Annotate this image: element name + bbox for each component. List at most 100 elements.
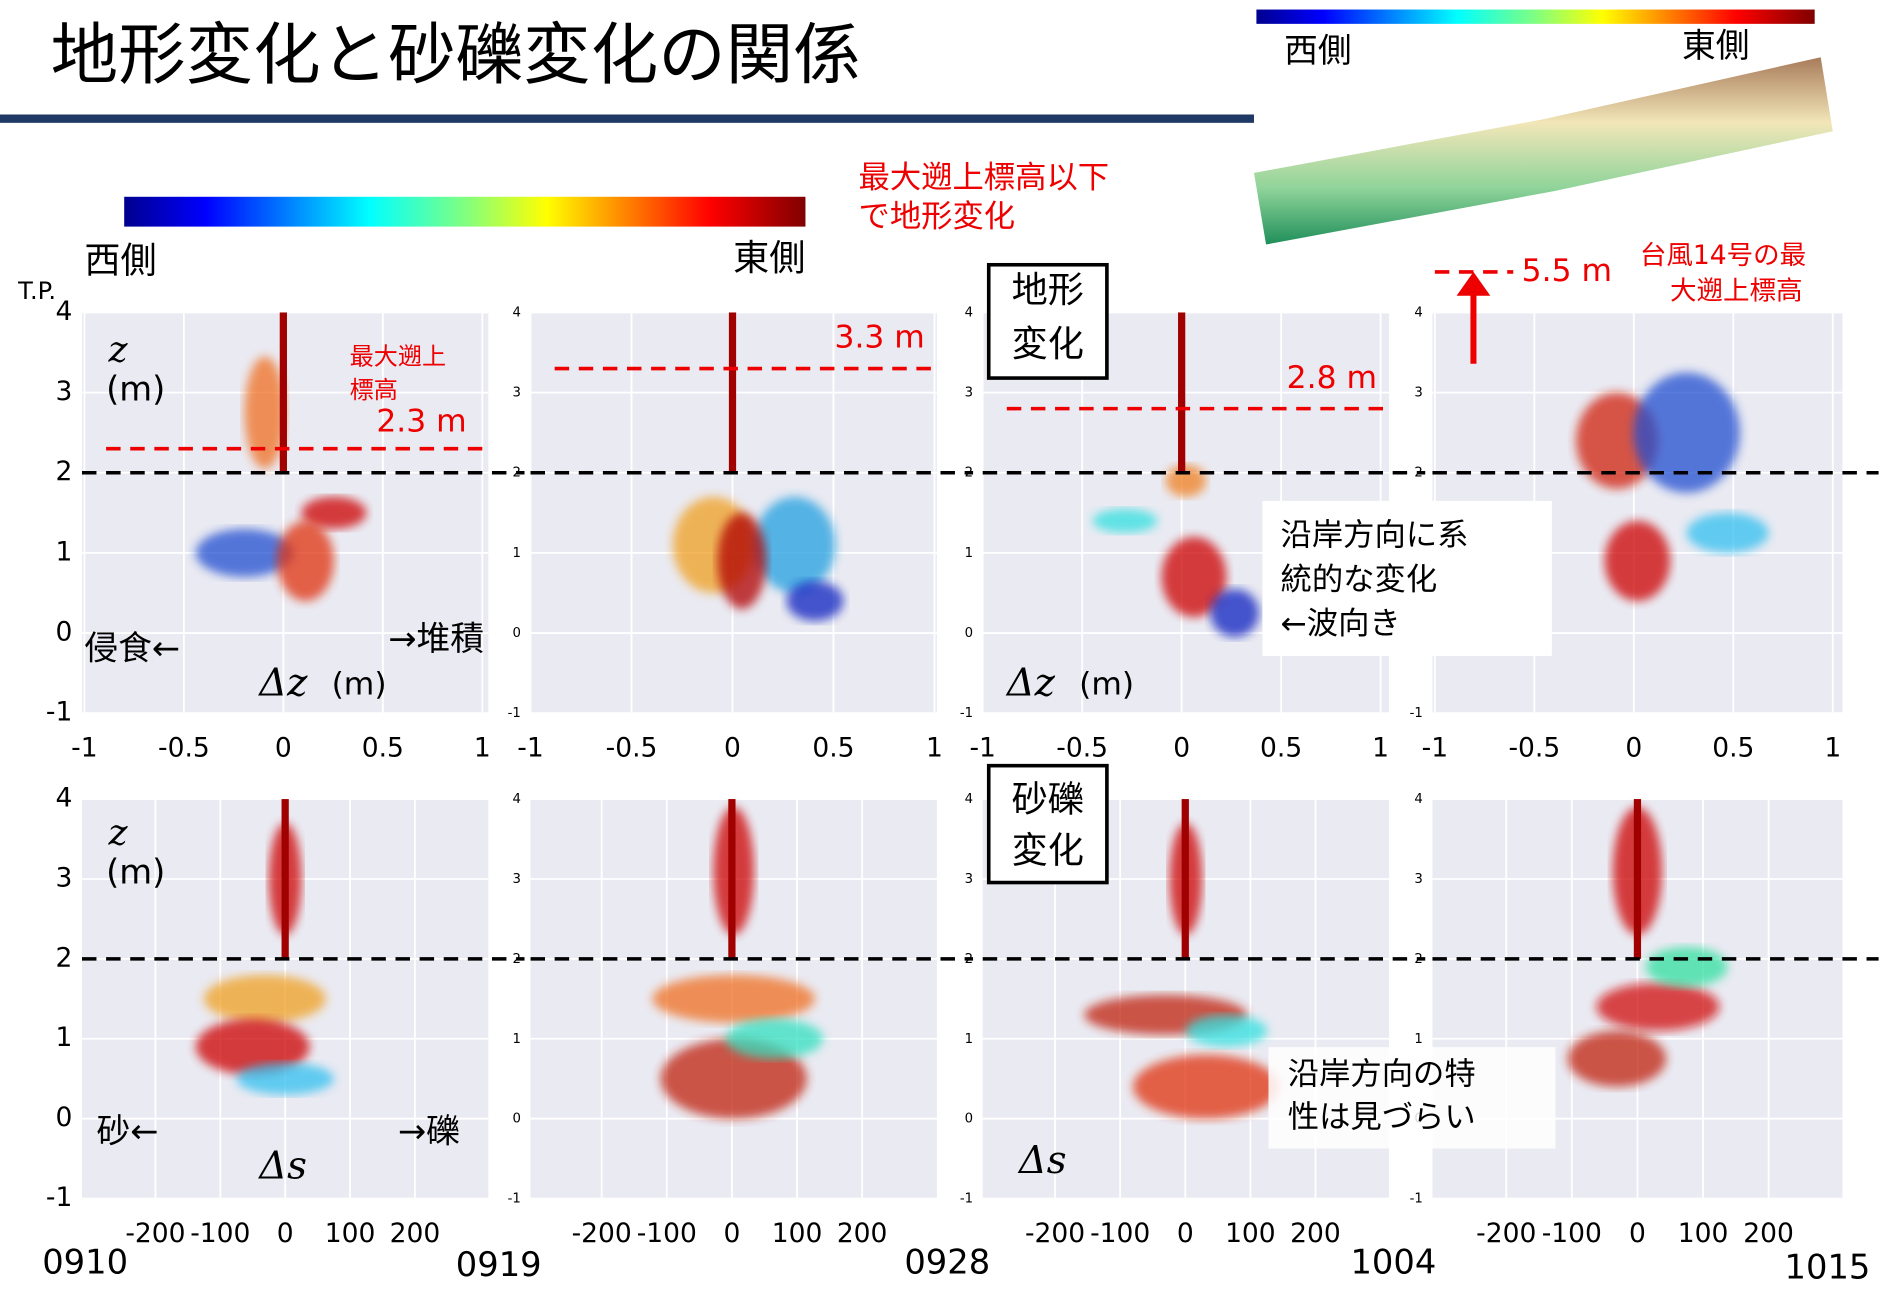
x-tick-label: 200: [837, 1219, 888, 1249]
note: →堆積: [388, 619, 484, 658]
x-tick-label: -1: [1422, 734, 1448, 764]
point-cloud: [729, 312, 736, 472]
inset-west: 西側: [1284, 31, 1351, 70]
y-tick-label: 0: [965, 626, 973, 641]
x-tick-label: 0: [723, 1219, 740, 1249]
runup-label: 2.8 m: [1287, 360, 1377, 396]
x-tick-label: -200: [1025, 1219, 1085, 1249]
y-tick-label: 4: [512, 792, 520, 807]
note: 侵食←: [84, 629, 180, 668]
note: →礫: [398, 1112, 460, 1151]
point-cloud: [1178, 312, 1185, 472]
y-tick-label: 4: [965, 792, 973, 807]
axis-label: Δz: [257, 661, 308, 706]
axis-label: (m): [1079, 667, 1134, 703]
x-tick-label: 0.5: [362, 734, 404, 764]
note: で地形変化: [859, 199, 1016, 235]
x-tick-label: 200: [1290, 1219, 1341, 1249]
point-cloud: [1687, 513, 1769, 553]
slide: 地形変化と砂礫変化の関係 西側 東側 西側 東側 最大遡上標高以下 で地形変化 …: [0, 0, 1881, 1294]
x-tick-label: 0: [277, 1219, 294, 1249]
x-tick-label: 0: [724, 734, 741, 764]
y-tick-label: 3: [512, 386, 520, 401]
axis-label: z: [108, 329, 129, 370]
note: 標高: [350, 376, 398, 404]
date: 1004: [1350, 1243, 1436, 1282]
runup-label: 2.3 m: [376, 404, 466, 440]
x-tick-label: -200: [125, 1219, 185, 1249]
note: 最大遡上標高以下: [859, 160, 1110, 196]
y-tick-label: 2: [1414, 466, 1422, 481]
point-cloud: [1646, 947, 1728, 987]
axis-label: (m): [106, 370, 165, 409]
axis-label: Δs: [1017, 1138, 1067, 1183]
inset-east: 東側: [1682, 26, 1749, 65]
y-tick-label: 1: [1414, 1032, 1422, 1047]
y-tick-label: 1: [55, 537, 72, 567]
x-tick-label: 1: [1372, 734, 1389, 764]
y-tick-label: 1: [512, 1032, 520, 1047]
axis-label: (m): [332, 667, 387, 703]
axis-label: Δs: [257, 1144, 307, 1189]
y-tick-label: -1: [46, 698, 72, 728]
point-cloud: [1166, 465, 1207, 497]
point-cloud: [282, 799, 289, 959]
x-tick-label: 200: [390, 1219, 441, 1249]
y-tick-label: 3: [512, 872, 520, 887]
x-tick-label: 100: [1225, 1219, 1276, 1249]
x-tick-label: 0.5: [1712, 734, 1754, 764]
y-tick-label: -1: [1410, 1192, 1423, 1207]
note: 台風14号の最: [1640, 241, 1806, 271]
note: 沿岸方向の特: [1288, 1057, 1476, 1093]
y-tick-label: 0: [512, 1112, 520, 1127]
note: 大遡上標高: [1670, 277, 1803, 307]
box-text: 地形: [1012, 270, 1084, 311]
date: 0919: [456, 1245, 542, 1284]
date: 1015: [1785, 1248, 1871, 1287]
main-colorbar: [124, 197, 805, 227]
tp-label: T.P.: [17, 277, 56, 305]
y-tick-label: 2: [512, 952, 520, 967]
plots: -1 0 1 2 3 4 -1 -0.5 0 0.5 1 2.3 m -1 0 1 2 3 4 -1 -0.5 0 0.5…: [46, 253, 1879, 1249]
x-tick-label: -1: [517, 734, 543, 764]
box-text: 変化: [1012, 324, 1084, 365]
x-tick-label: -100: [1090, 1219, 1150, 1249]
y-tick-label: -1: [960, 706, 973, 721]
y-tick-label: -1: [46, 1183, 72, 1213]
x-tick-label: 1: [474, 734, 491, 764]
x-tick-label: 0: [275, 734, 292, 764]
runup-label: 5.5 m: [1522, 253, 1612, 289]
y-tick-label: 2: [965, 466, 973, 481]
note: 砂←: [96, 1112, 158, 1151]
header-rule: [0, 114, 1254, 122]
main-east: 東側: [733, 238, 805, 279]
runup-label: 3.3 m: [835, 320, 925, 356]
y-tick-label: 3: [1414, 386, 1422, 401]
inset-colorbar: [1256, 10, 1814, 24]
axis-label: Δz: [1005, 661, 1056, 706]
y-tick-label: -1: [508, 1192, 521, 1207]
y-tick-label: 2: [55, 943, 72, 973]
x-tick-label: -100: [637, 1219, 697, 1249]
x-tick-label: -100: [1542, 1219, 1602, 1249]
x-tick-label: 100: [325, 1219, 376, 1249]
x-tick-label: -200: [1476, 1219, 1536, 1249]
point-cloud: [726, 1019, 824, 1059]
x-tick-label: 0: [1629, 1219, 1646, 1249]
box-text: 砂礫: [1012, 780, 1084, 821]
point-cloud: [728, 799, 735, 959]
x-tick-label: -0.5: [1056, 734, 1108, 764]
note: 沿岸方向に系: [1281, 518, 1469, 554]
box-text: 変化: [1012, 831, 1084, 872]
y-tick-label: 2: [965, 952, 973, 967]
x-tick-label: -200: [572, 1219, 632, 1249]
point-cloud: [652, 975, 815, 1023]
x-tick-label: -0.5: [606, 734, 658, 764]
note: 統的な変化: [1281, 562, 1438, 598]
point-cloud: [204, 975, 326, 1023]
x-tick-label: -0.5: [158, 734, 210, 764]
x-tick-label: -1: [969, 734, 995, 764]
y-tick-label: 3: [1414, 872, 1422, 887]
y-tick-label: 3: [55, 864, 72, 894]
y-tick-label: 1: [965, 546, 973, 561]
